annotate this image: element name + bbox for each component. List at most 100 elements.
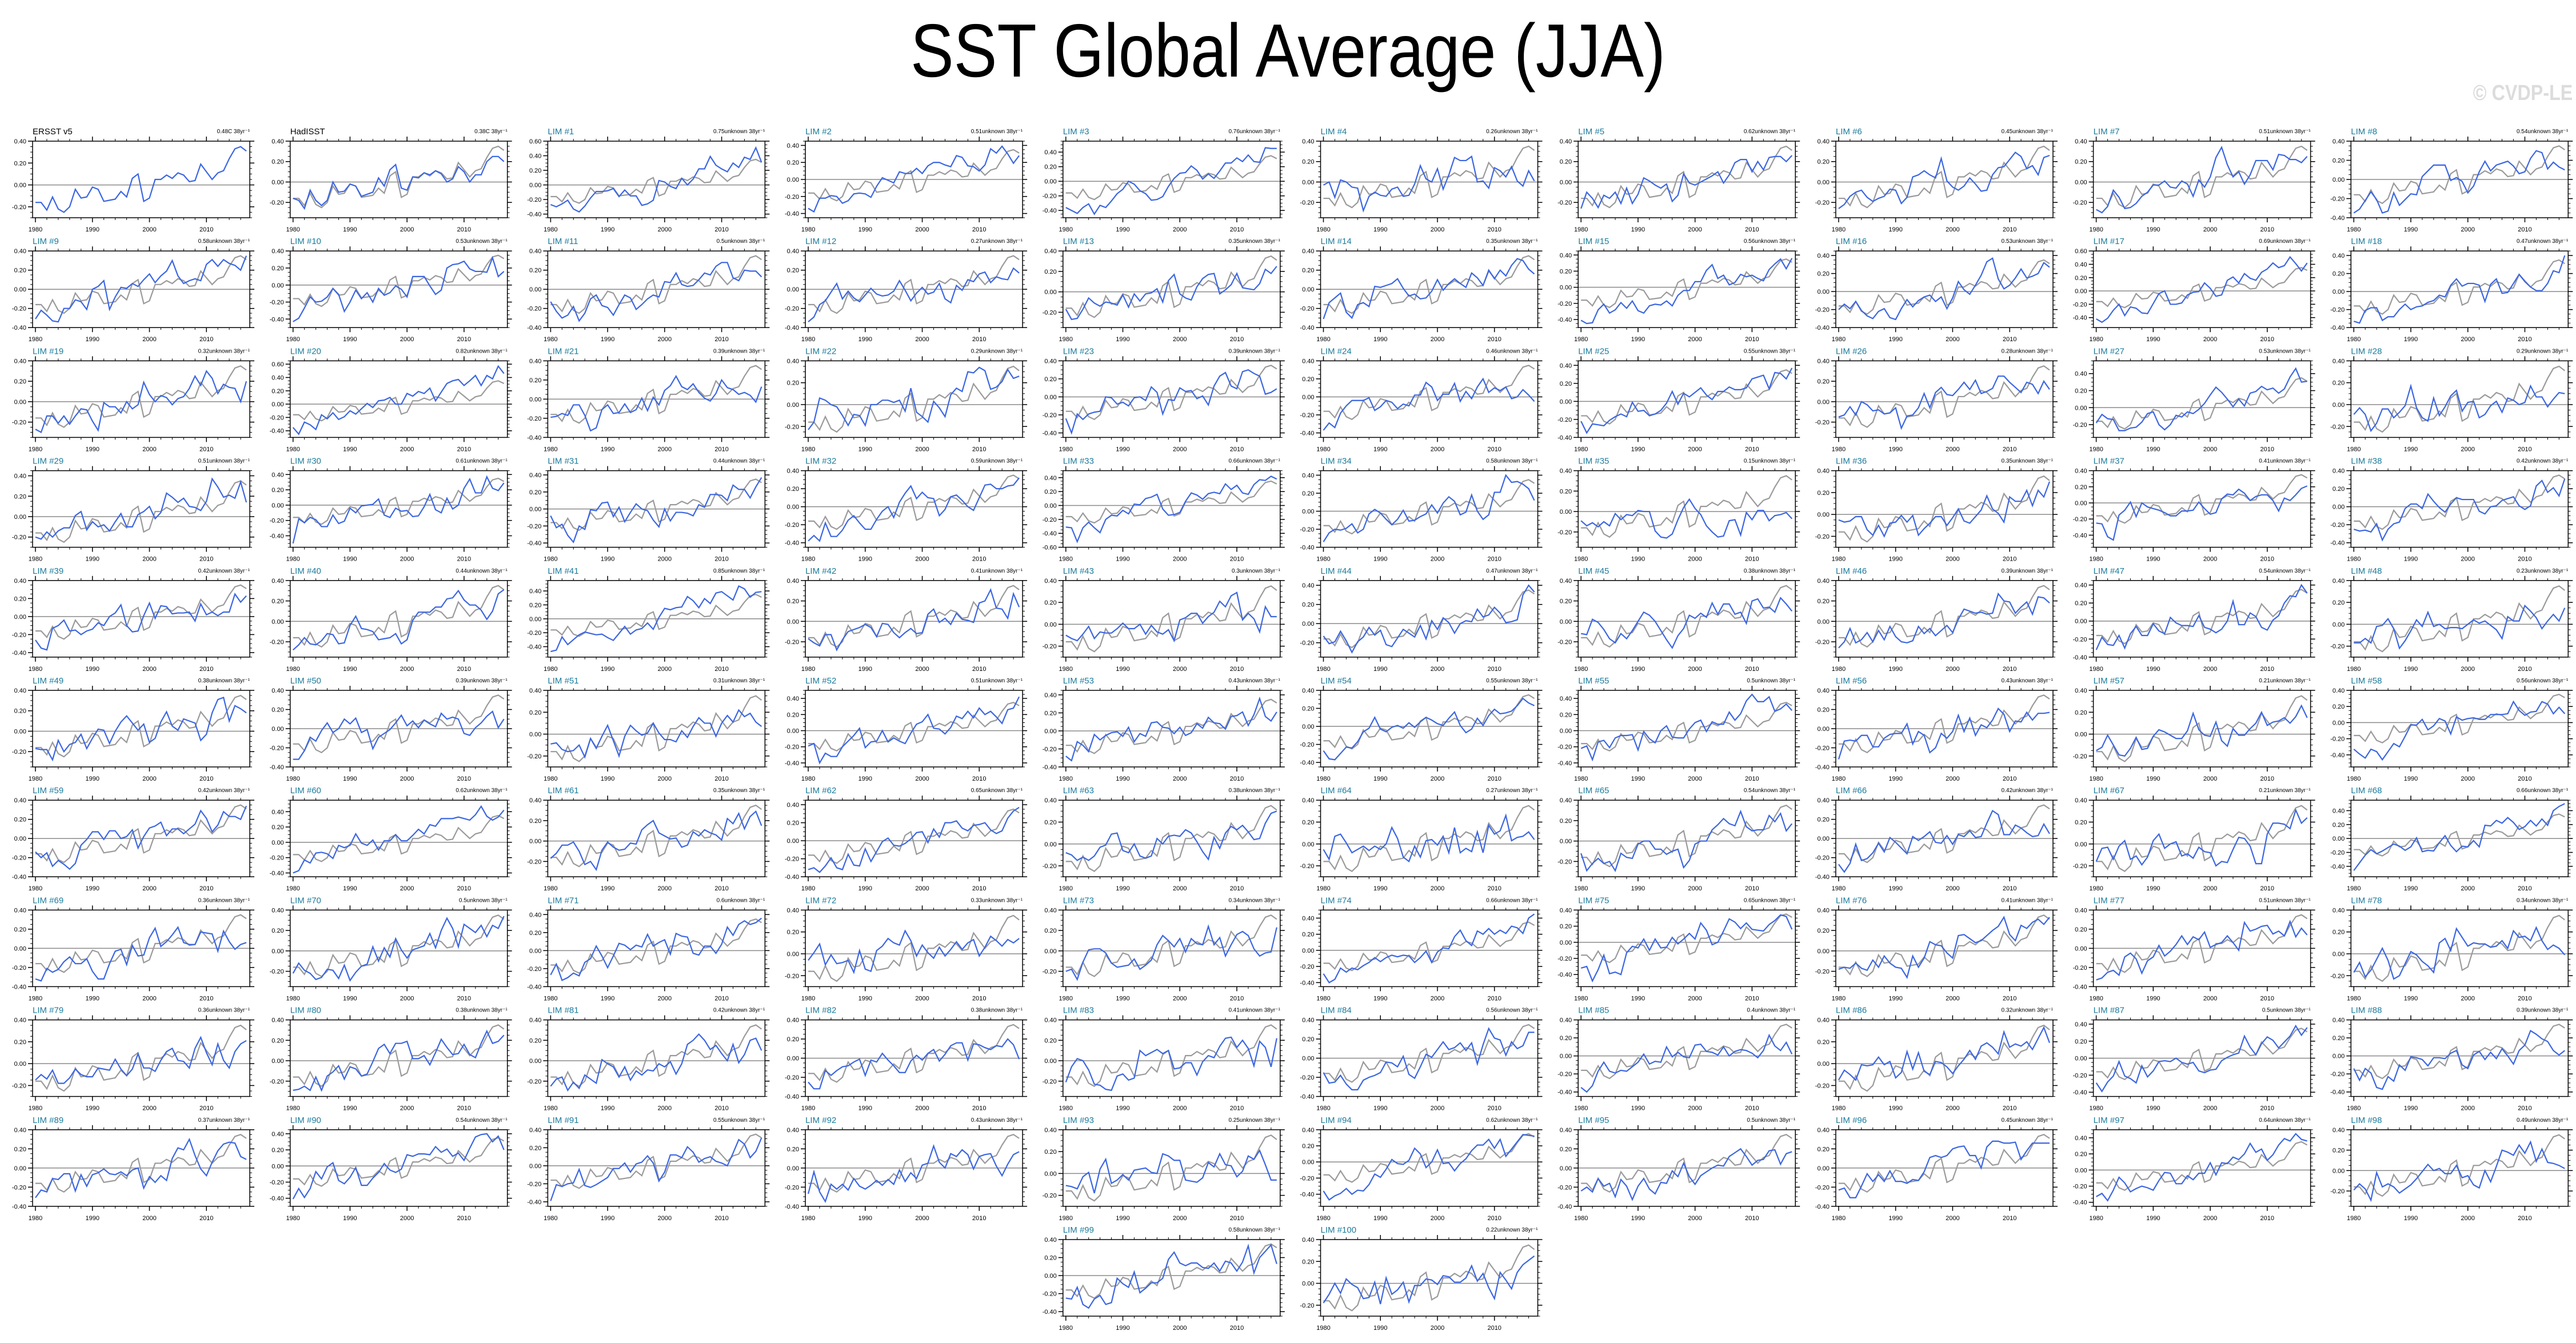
x-tick-label: 2010: [972, 666, 986, 673]
y-tick-label: 0.40: [529, 588, 541, 595]
panel: LIM #30 0.61unknown 38yr⁻¹ -0.40 -0.20 0.00 0…: [270, 457, 512, 563]
y-tick-label: 0.00: [14, 514, 26, 521]
x-tick-label: 1990: [1373, 226, 1387, 233]
y-tick-label: -0.20: [12, 534, 26, 541]
panel-title: LIM #17: [2094, 237, 2124, 246]
y-tick-label: 0.40: [529, 688, 541, 694]
trend-label: 0.27unknown 38yr⁻¹: [971, 238, 1023, 245]
y-tick-label: 0.00: [1044, 289, 1056, 296]
trend-label: 0.38C 38yr⁻¹: [474, 129, 508, 135]
x-tick-label: 2000: [1431, 226, 1444, 233]
trend-label: 0.45unknown 38yr⁻¹: [2002, 129, 2054, 135]
x-tick-label: 2010: [1230, 556, 1244, 563]
member-series-line: [35, 255, 247, 323]
reference-series-line: [1581, 145, 1792, 209]
plot-frame: [547, 580, 766, 658]
plot-frame: [289, 470, 508, 548]
x-tick-label: 1980: [1574, 556, 1588, 563]
y-tick-label: -0.40: [1300, 545, 1314, 551]
x-tick-label: 1980: [286, 556, 299, 563]
trend-label: 0.15unknown 38yr⁻¹: [1744, 458, 1796, 465]
reference-series-line: [1838, 365, 2050, 428]
x-tick-label: 2010: [199, 446, 213, 453]
y-tick-label: -0.20: [785, 423, 799, 430]
y-tick-label: -0.40: [1043, 430, 1057, 437]
y-tick-label: -0.20: [1300, 199, 1314, 206]
y-tick-label: -0.40: [2330, 540, 2345, 547]
panel: LIM #28 0.29unknown 38yr⁻¹ -0.20 0.00 0.20 0.…: [2330, 346, 2573, 453]
x-tick-label: 1990: [2404, 336, 2418, 343]
panel-title: LIM #39: [33, 566, 63, 576]
y-tick-label: 0.00: [1044, 503, 1056, 510]
y-tick-label: -0.40: [527, 540, 541, 547]
y-tick-label: 0.00: [1817, 179, 1829, 186]
y-tick-label: 0.40: [2075, 262, 2087, 269]
panel: LIM #27 0.53unknown 38yr⁻¹ -0.20 0.00 0.20 0.…: [2073, 346, 2315, 453]
panel: LIM #18 0.47unknown 38yr⁻¹ -0.40 -0.20 0.00 0…: [2330, 237, 2573, 343]
plot-frame: [2092, 141, 2311, 218]
y-tick-label: -0.40: [1815, 325, 1830, 331]
x-tick-label: 2000: [2203, 446, 2217, 453]
trend-label: 0.43unknown 38yr⁻¹: [1228, 678, 1280, 684]
panel-title: LIM #49: [33, 676, 63, 686]
y-tick-label: 0.40: [1302, 248, 1314, 255]
y-tick-label: -0.20: [785, 194, 799, 201]
x-tick-label: 2000: [658, 446, 672, 453]
y-tick-label: 0.20: [529, 167, 541, 174]
trend-label: 0.35unknown 38yr⁻¹: [2002, 458, 2054, 465]
x-tick-label: 1980: [2347, 446, 2361, 453]
y-tick-label: 0.20: [787, 598, 799, 605]
x-tick-label: 1990: [2146, 666, 2160, 673]
y-tick-label: -0.20: [527, 753, 541, 760]
trend-label: 0.35unknown 38yr⁻¹: [1486, 238, 1538, 245]
member-series-line: [808, 696, 1020, 765]
x-tick-label: 2010: [972, 776, 986, 782]
panel: LIM #35 0.15unknown 38yr⁻¹ -0.20 0.00 0.20 0.…: [1557, 457, 1800, 563]
trend-label: 0.56unknown 38yr⁻¹: [1744, 238, 1796, 245]
figure-title: SST Global Average (JJA): [910, 9, 1666, 93]
panel-title: LIM #40: [290, 566, 321, 576]
x-tick-label: 1980: [2347, 226, 2361, 233]
y-tick-label: 0.00: [1302, 621, 1314, 627]
plot-frame: [805, 141, 1023, 218]
x-tick-label: 1990: [2404, 556, 2418, 563]
y-tick-label: 0.20: [2333, 486, 2345, 493]
x-tick-label: 2000: [400, 666, 414, 673]
y-tick-label: -0.20: [2330, 307, 2345, 314]
panel: LIM #29 0.51unknown 38yr⁻¹ -0.20 0.00 0.20 0.…: [12, 457, 254, 563]
x-tick-label: 1980: [1832, 226, 1846, 233]
x-tick-label: 1990: [858, 226, 872, 233]
x-tick-label: 2010: [1487, 446, 1501, 453]
reference-series-line: [35, 365, 247, 428]
y-tick-label: -0.40: [2073, 315, 2087, 322]
x-tick-label: 2010: [714, 776, 728, 782]
y-tick-label: -0.20: [1043, 643, 1057, 650]
plot-frame: [547, 470, 766, 548]
member-series-line: [292, 589, 505, 651]
x-tick-label: 1980: [801, 446, 815, 453]
x-tick-label: 1990: [85, 336, 99, 343]
panel-title: LIM #20: [290, 346, 321, 356]
x-tick-label: 1990: [343, 776, 357, 782]
y-tick-label: 0.20: [529, 709, 541, 716]
x-tick-label: 2010: [1745, 446, 1759, 453]
y-tick-label: 0.00: [1044, 728, 1056, 735]
panel-title: LIM #10: [290, 237, 321, 246]
y-tick-label: 0.20: [2075, 275, 2087, 282]
y-tick-label: 0.20: [787, 486, 799, 493]
trend-label: 0.51unknown 38yr⁻¹: [2259, 129, 2311, 135]
panel: LIM #48 0.23unknown 38yr⁻¹ -0.20 0.00 0.20 0.…: [2330, 566, 2573, 673]
trend-label: 0.62unknown 38yr⁻¹: [1744, 129, 1796, 135]
y-tick-label: -0.40: [1557, 760, 1572, 767]
trend-label: 0.5unknown 38yr⁻¹: [717, 238, 765, 245]
reference-series-line: [35, 584, 247, 640]
plot-frame: [1063, 360, 1281, 438]
panel-title: LIM #3: [1063, 127, 1089, 137]
member-series-line: [1065, 266, 1277, 321]
y-tick-label: -0.40: [785, 325, 799, 331]
y-tick-label: 0.20: [14, 160, 26, 167]
reference-series-line: [1581, 475, 1792, 538]
y-tick-label: -0.20: [2073, 199, 2087, 206]
panel-title: LIM #54: [1321, 676, 1352, 686]
y-tick-label: 0.40: [529, 358, 541, 365]
